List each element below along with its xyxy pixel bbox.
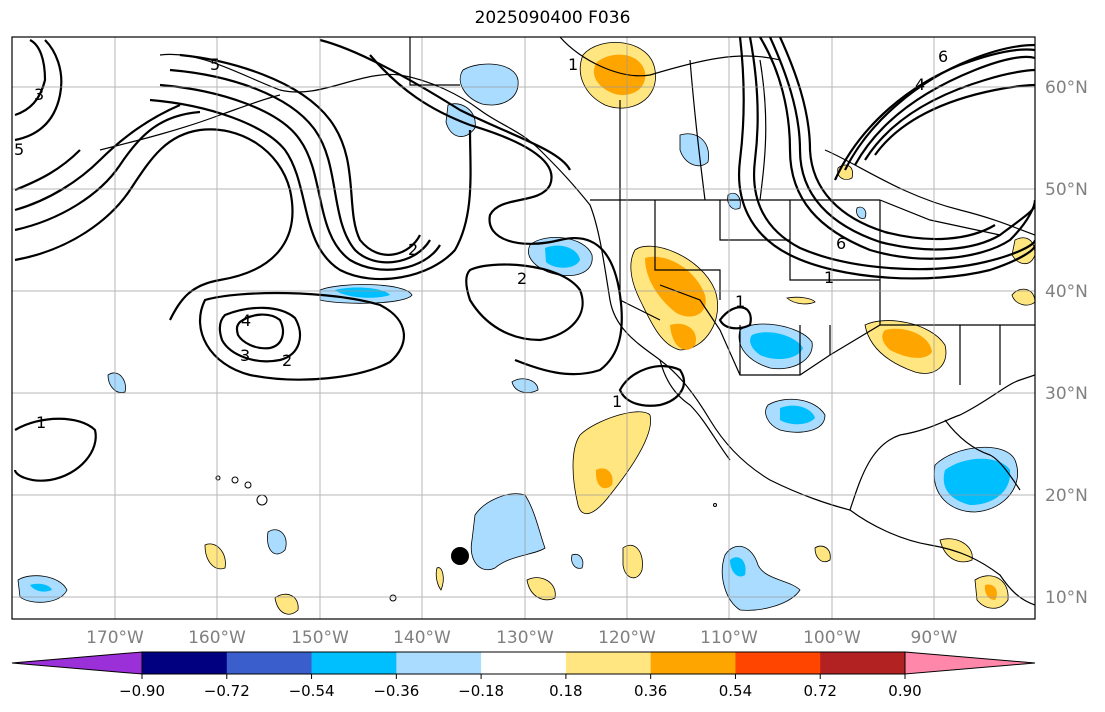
contour-label: 5 xyxy=(210,55,220,74)
colorbar-tick-label: −0.36 xyxy=(373,682,419,700)
colorbar-segment xyxy=(650,652,736,674)
colorbar-segment xyxy=(396,652,482,674)
lat-label: 50°N xyxy=(1045,180,1088,200)
lon-label: 110°W xyxy=(700,628,758,648)
colorbar-segment xyxy=(565,652,652,674)
storm-center-marker xyxy=(451,547,469,565)
colorbar-segment xyxy=(481,652,567,674)
contour-label: 4 xyxy=(915,75,925,94)
contour-lines xyxy=(13,37,1035,482)
colorbar-segment xyxy=(142,652,228,674)
contour-label: 2 xyxy=(517,269,527,288)
colorbar-segment xyxy=(820,652,906,674)
contour-label: 5 xyxy=(14,140,24,159)
colorbar-tick-label: 0.90 xyxy=(888,682,921,700)
colorbar-tick-label: 0.18 xyxy=(549,682,582,700)
contour-label: 6 xyxy=(938,47,948,66)
contour-labels: 1 2 2 2 3 4 1 5 3 6 1 1 1 6 4 5 xyxy=(14,47,948,432)
contour-label: 1 xyxy=(612,392,622,411)
lon-label: 150°W xyxy=(291,628,349,648)
lon-label: 170°W xyxy=(86,628,144,648)
contour-label: 1 xyxy=(824,268,834,287)
lon-label: 130°W xyxy=(496,628,554,648)
colorbar-tick-label: 0.54 xyxy=(719,682,752,700)
longitude-labels: 170°W 160°W 150°W 140°W 130°W 120°W 110°… xyxy=(86,628,958,648)
colorbar-tick-label: 0.36 xyxy=(634,682,667,700)
contour-label: 2 xyxy=(408,240,418,259)
lat-label: 40°N xyxy=(1045,282,1088,302)
contour-label: 4 xyxy=(241,311,251,330)
colorbar-segment xyxy=(735,652,821,674)
colorbar-border xyxy=(141,651,906,675)
contour-label: 1 xyxy=(735,292,745,311)
contour-label: 1 xyxy=(568,55,578,74)
contour-label: 1 xyxy=(36,413,46,432)
gridlines xyxy=(12,37,1035,619)
lon-label: 140°W xyxy=(393,628,451,648)
colorbar-tick-label: −0.90 xyxy=(119,682,165,700)
colorbar-tick-label: −0.18 xyxy=(458,682,504,700)
colorbar-segment xyxy=(311,652,397,674)
colorbar: −0.90 −0.72 −0.54 −0.36 −0.18 0.18 0.36 0.54 0.7… xyxy=(11,651,1036,700)
colorbar-tick-label: −0.54 xyxy=(289,682,335,700)
coastlines xyxy=(99,37,1035,606)
lat-label: 60°N xyxy=(1045,78,1088,98)
map-border xyxy=(11,36,1036,620)
lat-label: 30°N xyxy=(1045,384,1088,404)
lon-label: 120°W xyxy=(598,628,656,648)
lon-label: 90°W xyxy=(911,628,958,648)
colorbar-tick-label: 0.72 xyxy=(804,682,837,700)
lon-label: 100°W xyxy=(803,628,861,648)
lat-label: 20°N xyxy=(1045,486,1088,506)
map-title: 2025090400 F036 xyxy=(474,8,631,28)
contour-label: 6 xyxy=(836,234,846,253)
colorbar-segment xyxy=(226,652,313,674)
contour-label: 3 xyxy=(240,346,250,365)
lat-label: 10°N xyxy=(1045,588,1088,608)
colorbar-tick-label: −0.72 xyxy=(204,682,250,700)
colorbar-extend-low xyxy=(11,651,143,675)
contour-label: 2 xyxy=(282,351,292,370)
anomaly-shading xyxy=(17,42,1035,615)
contour-label: 3 xyxy=(34,85,44,104)
latitude-labels: 60°N 50°N 40°N 30°N 20°N 10°N xyxy=(1045,78,1088,608)
lon-label: 160°W xyxy=(188,628,246,648)
colorbar-extend-high xyxy=(904,651,1036,675)
